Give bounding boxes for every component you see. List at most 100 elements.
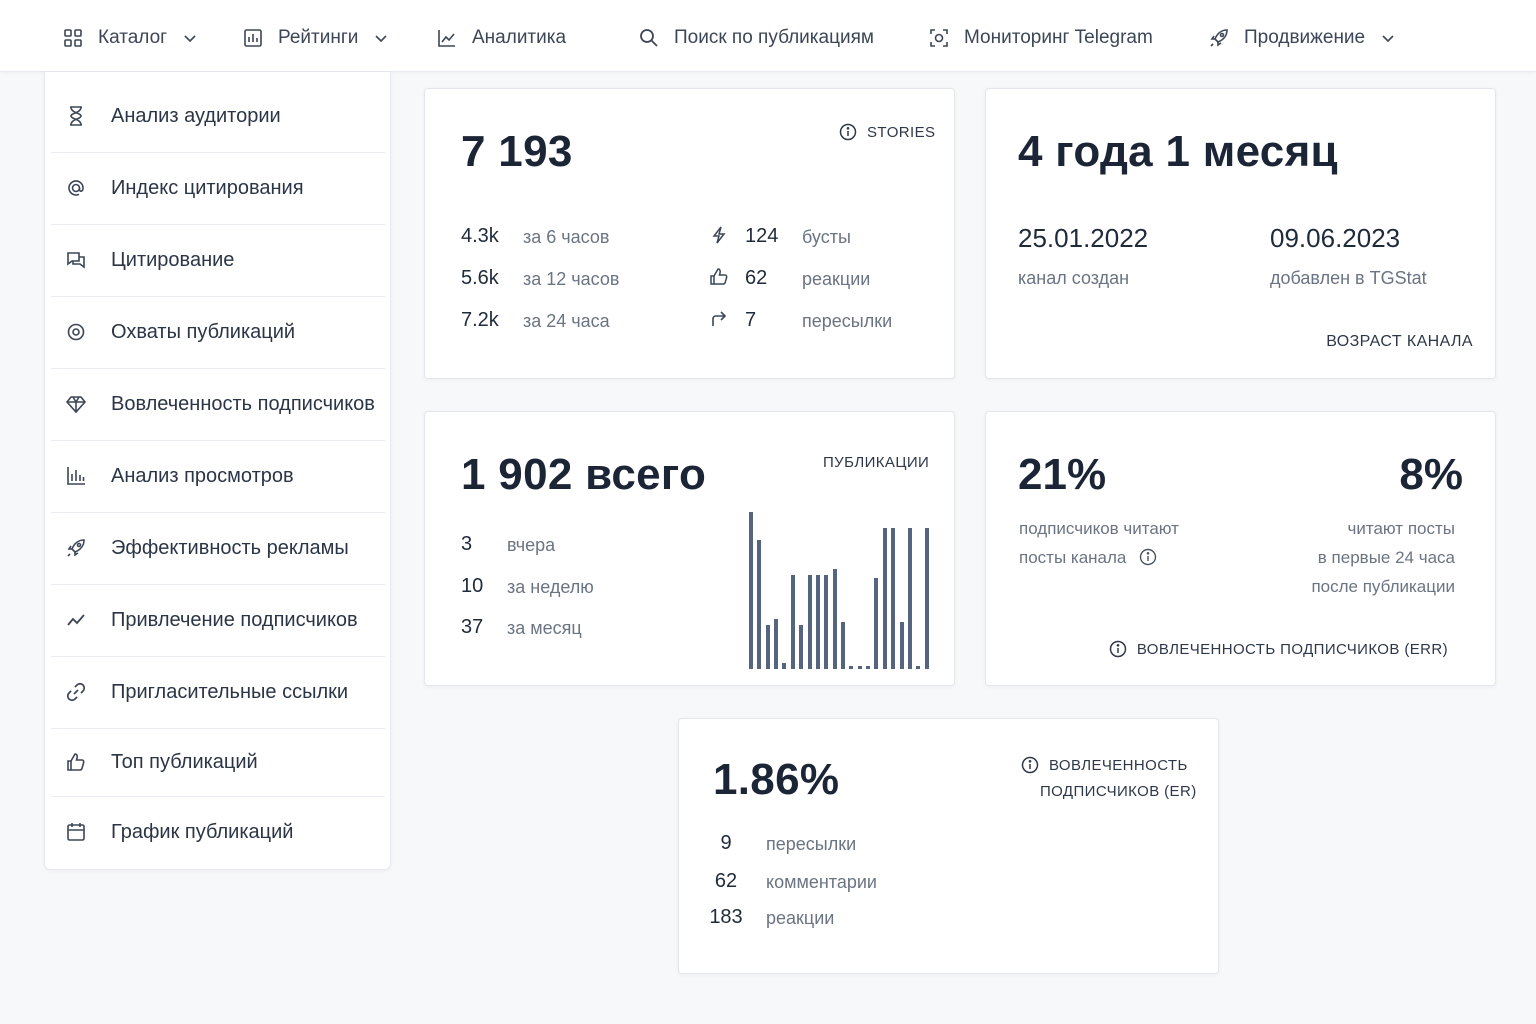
nav-label: Поиск по публикациям: [674, 27, 874, 48]
stories-period-label: за 12 часов: [523, 269, 620, 289]
publications-period-label: за месяц: [507, 618, 582, 638]
err-first-day-line2: в первые 24 часа: [1317, 548, 1455, 567]
chevron-down-icon: [374, 31, 388, 45]
nav-search[interactable]: Поиск по публикациям: [638, 24, 874, 52]
publication-bar: [891, 528, 895, 669]
sidebar-item-top-posts[interactable]: Топ публикаций: [51, 726, 385, 798]
publications-bar-chart: [749, 512, 933, 669]
publication-bar: [791, 575, 795, 669]
nav-label: Каталог: [98, 27, 168, 48]
hourglass-icon: [65, 105, 87, 127]
publications-period-label: вчера: [507, 535, 556, 555]
added-date: 09.06.2023: [1270, 223, 1401, 253]
chat-icon: [65, 249, 87, 271]
publication-bar: [766, 625, 770, 669]
nav-analytics[interactable]: Аналитика: [436, 24, 566, 52]
diamond-icon: [65, 393, 87, 415]
sidebar-item-label: Вовлеченность подписчиков: [111, 392, 375, 415]
divider: [51, 584, 385, 585]
publications-value: 10: [461, 575, 484, 597]
er-comments-label: комментарии: [766, 872, 877, 892]
eye-icon: [65, 321, 87, 343]
sidebar-item-label: Привлечение подписчиков: [111, 608, 358, 631]
stories-value: 5.6k: [461, 267, 499, 289]
publications-value: 3: [461, 533, 473, 555]
publication-bar: [849, 666, 853, 669]
nav-promotion[interactable]: Продвижение: [1208, 24, 1395, 52]
nav-ratings[interactable]: Рейтинги: [242, 24, 388, 52]
sidebar-item-views[interactable]: Анализ просмотров: [51, 440, 385, 512]
publication-bar: [782, 663, 786, 669]
info-icon[interactable]: [1139, 546, 1157, 566]
publications-total: 1 902 всего: [461, 450, 707, 499]
err-read-label-line1: подписчиков читают: [1019, 519, 1179, 538]
divider: [51, 728, 385, 729]
divider: [51, 656, 385, 657]
stories-value: 7.2k: [461, 309, 499, 331]
divider: [51, 440, 385, 441]
sidebar-item-label: График публикаций: [111, 820, 294, 843]
monitor-icon: [928, 27, 950, 49]
err-tag-label: ВОВЛЕЧЕННОСТЬ ПОДПИСЧИКОВ (ERR): [1136, 640, 1448, 658]
publications-value: 37: [461, 616, 484, 638]
err-first-day-percent: 8%: [1399, 450, 1463, 499]
chevron-down-icon: [183, 31, 197, 45]
er-forwards-value: 9: [720, 832, 732, 854]
er-value: 1.86%: [713, 755, 840, 804]
sidebar-item-invite-links[interactable]: Пригласительные ссылки: [51, 656, 385, 728]
stories-period-label: за 24 часа: [523, 311, 610, 331]
info-icon[interactable]: [1021, 756, 1039, 774]
search-icon: [638, 27, 660, 49]
bar-chart-icon: [65, 465, 87, 487]
publication-bar: [774, 619, 778, 669]
publication-bar: [900, 622, 904, 669]
stories-total: 7 193: [461, 127, 573, 176]
nav-label: Аналитика: [472, 27, 567, 48]
divider: [51, 512, 385, 513]
er-card: 1.86% ВОВЛЕЧЕННОСТЬ ПОДПИСЧИКОВ (ER) 9 п…: [678, 718, 1219, 974]
sidebar-item-audience[interactable]: Анализ аудитории: [51, 80, 385, 152]
publication-bar: [808, 575, 812, 669]
publication-bar: [824, 575, 828, 669]
nav-catalog[interactable]: Каталог: [62, 24, 197, 52]
publications-period-label: за неделю: [507, 577, 594, 597]
reactions-value: 62: [745, 267, 768, 289]
nav-monitoring[interactable]: Мониторинг Telegram: [928, 24, 1153, 52]
stories-card: 7 193 STORIES 4.3k за 6 часов 5.6k за 12…: [424, 88, 955, 379]
er-reactions-value: 183: [709, 906, 743, 928]
rating-icon: [242, 27, 264, 49]
sidebar-item-ad-efficiency[interactable]: Эффективность рекламы: [51, 512, 385, 584]
calendar-icon: [65, 821, 87, 843]
sidebar-item-reach[interactable]: Охваты публикаций: [51, 296, 385, 368]
publication-bar: [799, 625, 803, 669]
sidebar-item-label: Топ публикаций: [111, 750, 258, 773]
forwards-label: пересылки: [802, 311, 893, 331]
info-icon[interactable]: [1109, 640, 1127, 658]
er-tag-line1: ВОВЛЕЧЕННОСТЬ: [1049, 756, 1188, 774]
sidebar-item-citation[interactable]: Цитирование: [51, 224, 385, 296]
divider: [51, 368, 385, 369]
publication-bar: [749, 512, 753, 669]
created-label: канал создан: [1018, 268, 1130, 288]
rocket-icon: [65, 537, 87, 559]
sidebar: Анализ аудитории Индекс цитирования Цити…: [44, 72, 391, 870]
publications-tag: ПУБЛИКАЦИИ: [823, 454, 930, 471]
sidebar-item-engagement[interactable]: Вовлеченность подписчиков: [51, 368, 385, 440]
sidebar-item-citation-index[interactable]: Индекс цитирования: [51, 152, 385, 224]
sidebar-item-schedule[interactable]: График публикаций: [51, 796, 385, 868]
link-icon: [65, 681, 87, 703]
publication-bar: [833, 569, 837, 669]
channel-age-tag: ВОЗРАСТ КАНАЛА: [1326, 333, 1473, 350]
rocket-icon: [1208, 27, 1230, 49]
thumbs-up-icon: [709, 267, 729, 287]
divider: [51, 296, 385, 297]
err-read-label-line2: посты канала: [1019, 543, 1157, 572]
err-read-percent: 21%: [1018, 450, 1107, 499]
added-label: добавлен в TGStat: [1270, 268, 1427, 288]
bolt-icon: [709, 225, 729, 245]
er-comments-value: 62: [714, 870, 738, 892]
sidebar-item-subscribers[interactable]: Привлечение подписчиков: [51, 584, 385, 656]
publication-bar: [908, 528, 912, 669]
info-icon[interactable]: [839, 123, 857, 141]
sidebar-item-label: Анализ аудитории: [111, 104, 281, 127]
